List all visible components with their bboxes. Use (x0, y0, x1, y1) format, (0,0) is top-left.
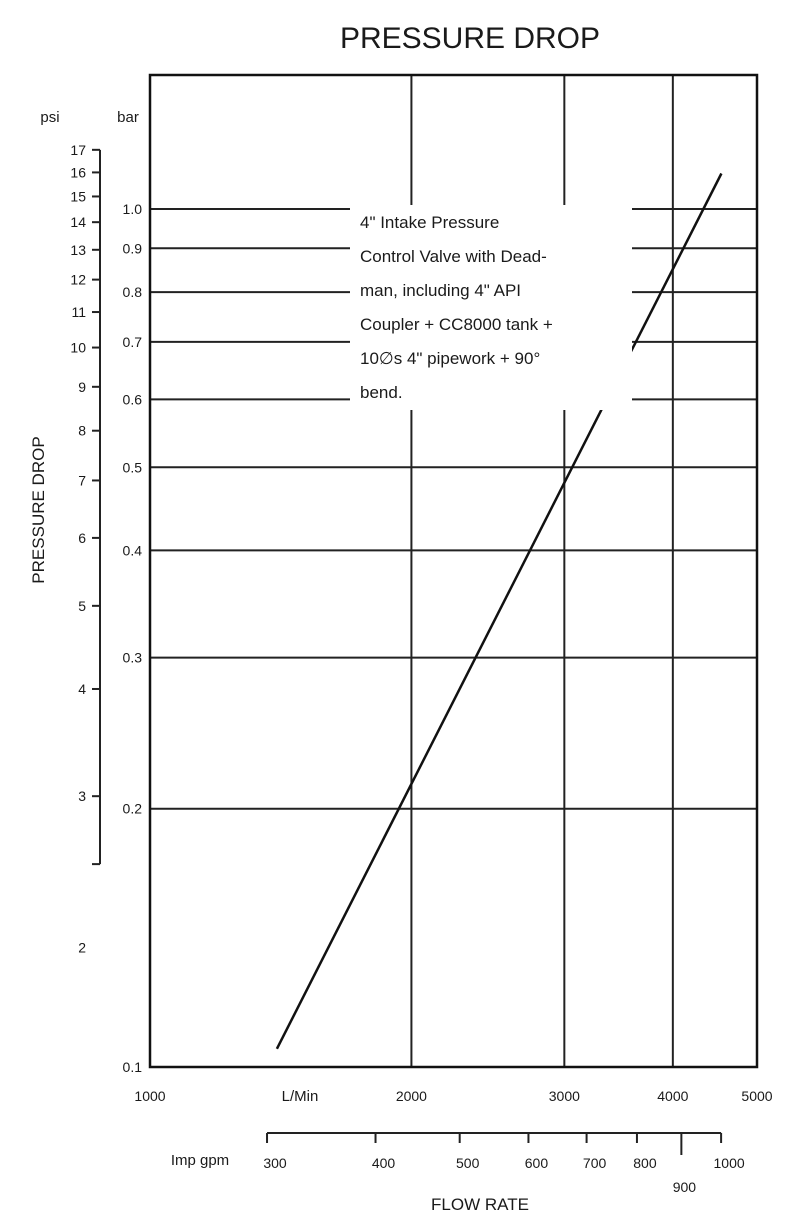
bar-tick-label-8: 0.9 (123, 240, 143, 256)
psi-tick-label-2: 4 (78, 681, 86, 697)
bar-tick-label-4: 0.5 (123, 459, 143, 475)
gpm-tick-label-6: 900 (673, 1179, 697, 1195)
x-tick-label-3: 4000 (657, 1088, 688, 1104)
x-tick-label-2: 3000 (549, 1088, 580, 1104)
annotation-line-3: Coupler + CC8000 tank + (360, 315, 553, 334)
gpm-tick-label-0: 300 (263, 1155, 287, 1171)
bar-axis: bar 0.1 0.2 0.3 0.4 0.5 0.6 0.7 0.8 0.9 1.0 (117, 109, 142, 1075)
gpm-tick-label-1: 400 (372, 1155, 396, 1171)
annotation-line-1: Control Valve with Dead- (360, 247, 547, 266)
x-axis: L/Min 1000 2000 3000 4000 5000 (134, 1088, 772, 1105)
annotation-line-4: 10∅s 4" pipework + 90° (360, 349, 540, 368)
x-tick-label-0: 1000 (134, 1088, 165, 1104)
bar-tick-label-1: 0.2 (123, 801, 143, 817)
psi-tick-label-10: 12 (70, 272, 86, 288)
annotation-line-5: bend. (360, 383, 403, 402)
x-axis-title: FLOW RATE (431, 1195, 529, 1214)
gpm-tick-label-5: 800 (633, 1155, 657, 1171)
psi-tick-label-8: 10 (70, 340, 86, 356)
bar-tick-label-5: 0.6 (123, 391, 143, 407)
series-group (275, 172, 723, 1050)
annotation-box (350, 205, 632, 410)
gpm-tick-label-4: 700 (583, 1155, 607, 1171)
series-line-0 (275, 172, 723, 1050)
gpm-axis: Imp gpm 300 400 500 600 700 800 900 1000 (171, 1132, 745, 1195)
gpm-tick-label-2: 500 (456, 1155, 480, 1171)
psi-tick-label-13: 15 (70, 188, 86, 204)
chart-title: PRESSURE DROP (340, 22, 600, 55)
bar-tick-label-0: 0.1 (123, 1059, 143, 1075)
gpm-tick-label-3: 600 (525, 1155, 549, 1171)
bar-tick-label-2: 0.3 (123, 650, 143, 666)
psi-tick-label-11: 13 (70, 242, 86, 258)
psi-tick-label-15: 17 (70, 142, 86, 158)
bar-tick-label-3: 0.4 (123, 542, 143, 558)
bar-unit-label: bar (117, 109, 139, 126)
x-tick-label-1: 2000 (396, 1088, 427, 1104)
y-axis-title: PRESSURE DROP (29, 436, 48, 583)
psi-tick-label-1: 3 (78, 788, 86, 804)
psi-tick-label-0: 2 (78, 939, 86, 955)
gpm-unit-label: Imp gpm (171, 1152, 229, 1169)
x-unit-label: L/Min (282, 1088, 319, 1105)
annotation-line-0: 4" Intake Pressure (360, 213, 499, 232)
psi-tick-label-4: 6 (78, 530, 86, 546)
psi-tick-label-9: 11 (71, 304, 86, 320)
psi-tick-label-5: 7 (78, 472, 86, 488)
bar-tick-label-9: 1.0 (123, 201, 143, 217)
annotation-line-2: man, including 4" API (360, 281, 521, 300)
annotation-group: 4" Intake Pressure Control Valve with Dea… (350, 205, 632, 410)
psi-tick-label-12: 14 (70, 214, 86, 230)
psi-tick-label-3: 5 (78, 598, 86, 614)
psi-tick-label-6: 8 (78, 423, 86, 439)
bar-tick-label-7: 0.8 (123, 284, 143, 300)
bar-tick-label-6: 0.7 (123, 334, 143, 350)
psi-tick-label-7: 9 (78, 379, 86, 395)
x-tick-label-4: 5000 (741, 1088, 772, 1104)
psi-unit-label: psi (40, 109, 59, 126)
gpm-tick-label-7: 1000 (714, 1155, 745, 1171)
psi-tick-label-14: 16 (70, 164, 86, 180)
plot-frame (148, 73, 759, 1069)
psi-axis: psi 2 3 4 5 6 7 8 9 10 11 12 13 14 15 16 17 (40, 109, 101, 955)
